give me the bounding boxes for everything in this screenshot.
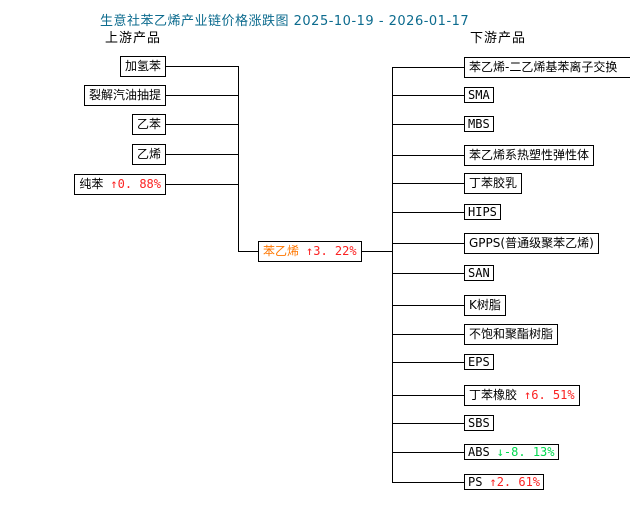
- up-arrow-icon: ↑: [110, 176, 118, 191]
- connector-line: [392, 394, 464, 396]
- node-label: 纯苯: [79, 176, 104, 191]
- node-label: MBS: [468, 117, 490, 131]
- node-label: HIPS: [468, 205, 497, 219]
- up-arrow-icon: ↑: [306, 244, 314, 258]
- center-node-label: 苯乙烯: [263, 244, 300, 258]
- connector-line: [166, 123, 238, 125]
- node-label: 丁苯橡胶: [469, 387, 518, 402]
- connector-line: [392, 451, 464, 453]
- downstream-node-7[interactable]: SAN: [464, 265, 494, 281]
- downstream-row: 不饱和聚酯树脂: [392, 323, 559, 345]
- downstream-node-13[interactable]: ABS ↓-8. 13%: [464, 444, 559, 460]
- downstream-node-1[interactable]: SMA: [464, 87, 494, 103]
- upstream-column-label: 上游产品: [105, 31, 162, 46]
- upstream-trunk-line: [238, 66, 239, 252]
- downstream-row: HIPS: [392, 201, 501, 223]
- downstream-row: SMA: [392, 84, 494, 106]
- downstream-row: PS ↑2. 61%: [392, 471, 545, 493]
- upstream-node-2[interactable]: 乙苯: [131, 113, 166, 135]
- downstream-row: K树脂: [392, 294, 506, 316]
- upstream-node-4[interactable]: 纯苯 ↑0. 88%: [74, 173, 166, 195]
- upstream-node-0[interactable]: 加氢苯: [119, 55, 166, 77]
- connector-line: [392, 94, 464, 96]
- downstream-row: 丁苯胶乳: [392, 172, 523, 194]
- node-label: SBS: [468, 416, 490, 430]
- downstream-row: EPS: [392, 351, 494, 373]
- connector-line: [392, 333, 464, 335]
- node-change: ↑0. 88%: [110, 176, 161, 191]
- connector-line: [166, 183, 238, 185]
- node-label: EPS: [468, 355, 490, 369]
- connector-line: [392, 123, 464, 125]
- node-label: GPPS(普通级聚苯乙烯): [469, 235, 594, 250]
- connector-line: [392, 481, 464, 483]
- downstream-row: 丁苯橡胶 ↑6. 51%: [392, 384, 580, 406]
- downstream-column-label: 下游产品: [470, 31, 527, 46]
- node-label: 裂解汽油抽提: [88, 87, 161, 102]
- downstream-row: SAN: [392, 262, 494, 284]
- node-label: 加氢苯: [124, 58, 161, 73]
- downstream-node-4[interactable]: 丁苯胶乳: [464, 172, 523, 194]
- downstream-node-14[interactable]: PS ↑2. 61%: [464, 474, 545, 490]
- node-styrene-center[interactable]: 苯乙烯 ↑3. 22%: [258, 241, 362, 262]
- downstream-row: SBS: [392, 412, 494, 434]
- downstream-row: MBS: [392, 113, 494, 135]
- upstream-row: 纯苯 ↑0. 88%: [74, 173, 238, 195]
- downstream-node-3[interactable]: 苯乙烯系热塑性弹性体: [464, 144, 595, 166]
- node-label: 乙苯: [136, 116, 161, 131]
- node-label: K树脂: [469, 297, 501, 312]
- connector-line: [166, 65, 238, 67]
- node-change: ↑6. 51%: [524, 387, 575, 402]
- node-label: 不饱和聚酯树脂: [469, 326, 554, 341]
- downstream-node-2[interactable]: MBS: [464, 116, 494, 132]
- downstream-node-6[interactable]: GPPS(普通级聚苯乙烯): [464, 232, 599, 254]
- node-label: 苯乙烯系热塑性弹性体: [469, 147, 590, 162]
- downstream-row: 苯乙烯系热塑性弹性体: [392, 144, 595, 166]
- connector-line: [392, 304, 464, 306]
- page-title: 生意社苯乙烯产业链价格涨跌图 2025-10-19 - 2026-01-17: [100, 14, 470, 29]
- up-arrow-icon: ↑: [524, 387, 532, 402]
- node-label: SMA: [468, 88, 490, 102]
- connector-line: [166, 153, 238, 155]
- up-arrow-icon: ↑: [489, 475, 497, 489]
- connector-line: [392, 211, 464, 213]
- connector-line: [392, 154, 464, 156]
- downstream-node-8[interactable]: K树脂: [464, 294, 506, 316]
- downstream-node-11[interactable]: 丁苯橡胶 ↑6. 51%: [464, 384, 580, 406]
- node-label: ABS: [468, 445, 490, 459]
- connector-line: [392, 361, 464, 363]
- upstream-row: 乙苯: [131, 113, 238, 135]
- node-label: PS: [468, 475, 483, 489]
- downstream-trunk-line: [392, 67, 393, 482]
- downstream-row: GPPS(普通级聚苯乙烯): [392, 232, 599, 254]
- downstream-node-9[interactable]: 不饱和聚酯树脂: [464, 323, 559, 345]
- upstream-node-1[interactable]: 裂解汽油抽提: [83, 84, 166, 106]
- connector-line: [392, 272, 464, 274]
- downstream-row: ABS ↓-8. 13%: [392, 441, 559, 463]
- down-arrow-icon: ↓: [496, 445, 504, 459]
- center-node-change: ↑3. 22%: [306, 244, 357, 258]
- downstream-node-10[interactable]: EPS: [464, 354, 494, 370]
- connector-line: [392, 422, 464, 424]
- connector-line: [166, 94, 238, 96]
- node-label: SAN: [468, 266, 490, 280]
- connector-line: [392, 182, 464, 184]
- node-label: 苯乙烯-二乙烯基苯离子交换: [469, 59, 618, 74]
- node-label: 丁苯胶乳: [469, 175, 518, 190]
- upstream-node-3[interactable]: 乙烯: [131, 143, 166, 165]
- connector-line: [392, 66, 464, 68]
- downstream-node-0[interactable]: 苯乙烯-二乙烯基苯离子交换: [464, 56, 630, 78]
- node-change: ↑2. 61%: [489, 475, 541, 489]
- node-label: 乙烯: [136, 146, 161, 161]
- node-change: ↓-8. 13%: [496, 445, 555, 459]
- downstream-node-5[interactable]: HIPS: [464, 204, 501, 220]
- upstream-row: 乙烯: [131, 143, 238, 165]
- upstream-row: 加氢苯: [119, 55, 238, 77]
- connector-line: [392, 242, 464, 244]
- upstream-row: 裂解汽油抽提: [83, 84, 238, 106]
- downstream-node-12[interactable]: SBS: [464, 415, 494, 431]
- downstream-row: 苯乙烯-二乙烯基苯离子交换: [392, 56, 630, 78]
